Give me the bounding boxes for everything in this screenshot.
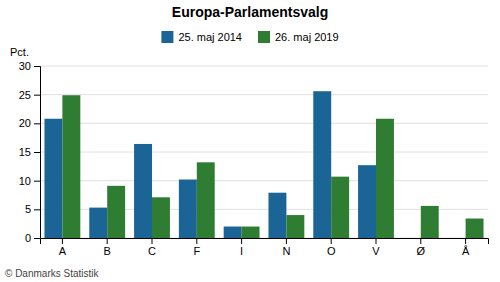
tick-mark (196, 238, 197, 244)
tick-label: C (148, 245, 156, 257)
tick-mark (286, 238, 287, 244)
bars (44, 91, 483, 238)
grid-line (40, 123, 488, 124)
tick: 0 (25, 232, 40, 244)
tick-label: V (372, 245, 380, 257)
grid (40, 66, 488, 238)
tick-label: A (59, 245, 67, 257)
bar (421, 206, 439, 238)
y-axis: 0 5 10 15 20 25 30 (19, 60, 41, 244)
tick: 30 (19, 60, 40, 72)
tick-mark (34, 238, 40, 239)
tick-mark (465, 238, 466, 244)
tick-label: 30 (19, 60, 31, 72)
tick: 10 (19, 175, 40, 187)
tick: F (193, 238, 200, 257)
bar (179, 180, 197, 238)
bar (286, 215, 304, 238)
tick: I (240, 238, 243, 257)
tick-mark (34, 209, 40, 210)
tick: 15 (19, 146, 40, 158)
tick-label: N (282, 245, 290, 257)
bar (134, 144, 152, 238)
legend-swatch (161, 31, 173, 43)
bar (197, 162, 215, 238)
tick-label: 0 (25, 232, 31, 244)
tick-mark (62, 238, 63, 244)
tick: Ø (417, 238, 426, 257)
bar (242, 227, 260, 238)
series (62, 95, 483, 238)
tick: C (148, 238, 156, 257)
footer: © Danmarks Statistik (5, 268, 100, 279)
tick-mark (376, 238, 377, 244)
legend-swatch (258, 31, 270, 43)
chart: Europa-Parlamentsvalg A B C F I N O V Ø Å 0 5 10 15 20 2… (0, 0, 500, 282)
tick-label: 15 (19, 146, 31, 158)
bar (448, 238, 466, 239)
tick-mark (420, 238, 421, 244)
tick: B (104, 238, 111, 257)
legend-label: 25. maj 2014 (178, 31, 242, 43)
axis-title: Pct. (10, 46, 29, 58)
legend-item: 26. maj 2019 (258, 31, 339, 43)
bar (89, 208, 107, 238)
x-axis: ABCFINOVØÅ (41, 238, 489, 257)
tick: 20 (19, 117, 40, 129)
bar (331, 177, 349, 238)
grid-line (40, 180, 488, 181)
legend: 25. maj 2014 26. maj 2019 (161, 31, 338, 43)
tick: V (372, 238, 380, 257)
bar (44, 119, 62, 238)
bar (313, 91, 331, 238)
tick-label: 20 (19, 117, 31, 129)
bar (466, 219, 484, 238)
tick-mark (107, 238, 108, 244)
plot: A B C F I N O V Ø Å 0 5 10 15 20 25 30 (19, 60, 489, 257)
bar (358, 165, 376, 238)
tick-mark (331, 238, 332, 244)
tick-mark (34, 123, 40, 124)
tick-mark (34, 95, 40, 96)
bar (268, 193, 286, 238)
tick: A (59, 238, 67, 257)
tick-label: Å (462, 245, 470, 257)
tick: 25 (19, 89, 40, 101)
tick-mark (34, 181, 40, 182)
tick-label: Ø (417, 245, 426, 257)
tick-label: O (327, 245, 336, 257)
axis-line (34, 67, 41, 239)
tick: O (327, 238, 336, 257)
legend-item: 25. maj 2014 (161, 31, 242, 43)
tick: 5 (25, 203, 40, 215)
bar (62, 95, 80, 238)
grid-line (40, 66, 488, 67)
tick-label: 25 (19, 89, 31, 101)
tick-label: I (240, 245, 243, 257)
tick-label: B (104, 245, 111, 257)
tick-mark (34, 152, 40, 153)
tick: N (282, 238, 290, 257)
bar (107, 186, 125, 238)
bar (224, 227, 242, 238)
tick-mark (152, 238, 153, 244)
tick-mark (34, 66, 40, 67)
tick-label: F (193, 245, 200, 257)
bar (376, 119, 394, 238)
bar (152, 197, 170, 238)
tick-label: 5 (25, 203, 31, 215)
grid-line (40, 94, 488, 95)
series (44, 91, 376, 238)
legend-label: 26. maj 2019 (275, 31, 339, 43)
tick: Å (462, 238, 470, 257)
axis-line (41, 239, 489, 245)
grid-line (40, 152, 488, 153)
bar (403, 238, 421, 239)
title: Europa-Parlamentsvalg (172, 4, 328, 20)
tick-mark (241, 238, 242, 244)
tick-label: 10 (19, 175, 31, 187)
